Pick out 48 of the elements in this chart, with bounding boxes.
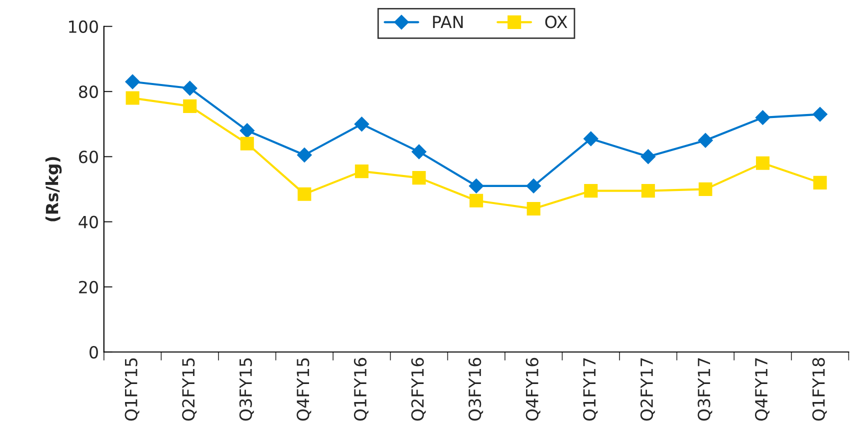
- x-tick-label: Q1FY15: [124, 358, 140, 421]
- point: [641, 184, 655, 198]
- point: [812, 106, 828, 122]
- x-tick-label: Q1FY16: [354, 358, 368, 421]
- point: [698, 132, 713, 148]
- x-tick-label: Q3FY17: [698, 358, 712, 421]
- x-tick-label: Q4FY17: [754, 358, 770, 421]
- point: [813, 176, 827, 190]
- y-tick-label: 40: [78, 216, 98, 228]
- point: [354, 164, 368, 178]
- point: [526, 178, 541, 194]
- y-axis-title: (Rs/kg): [45, 157, 62, 222]
- y-tick-label: 20: [79, 280, 98, 294]
- x-tick-label: Q4FY16: [526, 358, 540, 421]
- x-tick-label: Q1FY18: [812, 358, 827, 421]
- y-tick-label: 80: [78, 85, 98, 98]
- point: [183, 99, 197, 113]
- x-tick-label: Q3FY16: [468, 358, 484, 421]
- point: [412, 144, 426, 160]
- point: [584, 184, 598, 198]
- x-tick-label: Q1FY17: [583, 358, 598, 421]
- point: [354, 116, 370, 132]
- y-tick-label: 60: [79, 150, 98, 164]
- x-tick-label: Q4FY15: [296, 358, 312, 421]
- point: [468, 178, 484, 194]
- point: [298, 187, 312, 201]
- point: [698, 182, 712, 196]
- x-tick-label: Q3FY15: [239, 358, 254, 421]
- legend-label: OX: [545, 16, 568, 28]
- point: [125, 74, 140, 90]
- point: [240, 136, 254, 150]
- point: [755, 110, 770, 125]
- y-tick-label: 100: [69, 20, 98, 33]
- point: [756, 156, 770, 170]
- y-tick-label: 0: [90, 346, 98, 359]
- x-tick-label: Q2FY17: [640, 358, 655, 421]
- point: [640, 149, 656, 164]
- x-tick-label: Q2FY16: [411, 358, 426, 421]
- point: [126, 91, 140, 105]
- legend-label: PAN: [433, 16, 463, 28]
- point: [240, 123, 255, 138]
- point: [583, 131, 598, 146]
- point: [412, 171, 426, 185]
- point: [182, 80, 198, 96]
- point: [297, 148, 312, 162]
- point: [470, 194, 484, 208]
- point: [526, 202, 540, 216]
- x-tick-label: Q2FY15: [182, 358, 197, 421]
